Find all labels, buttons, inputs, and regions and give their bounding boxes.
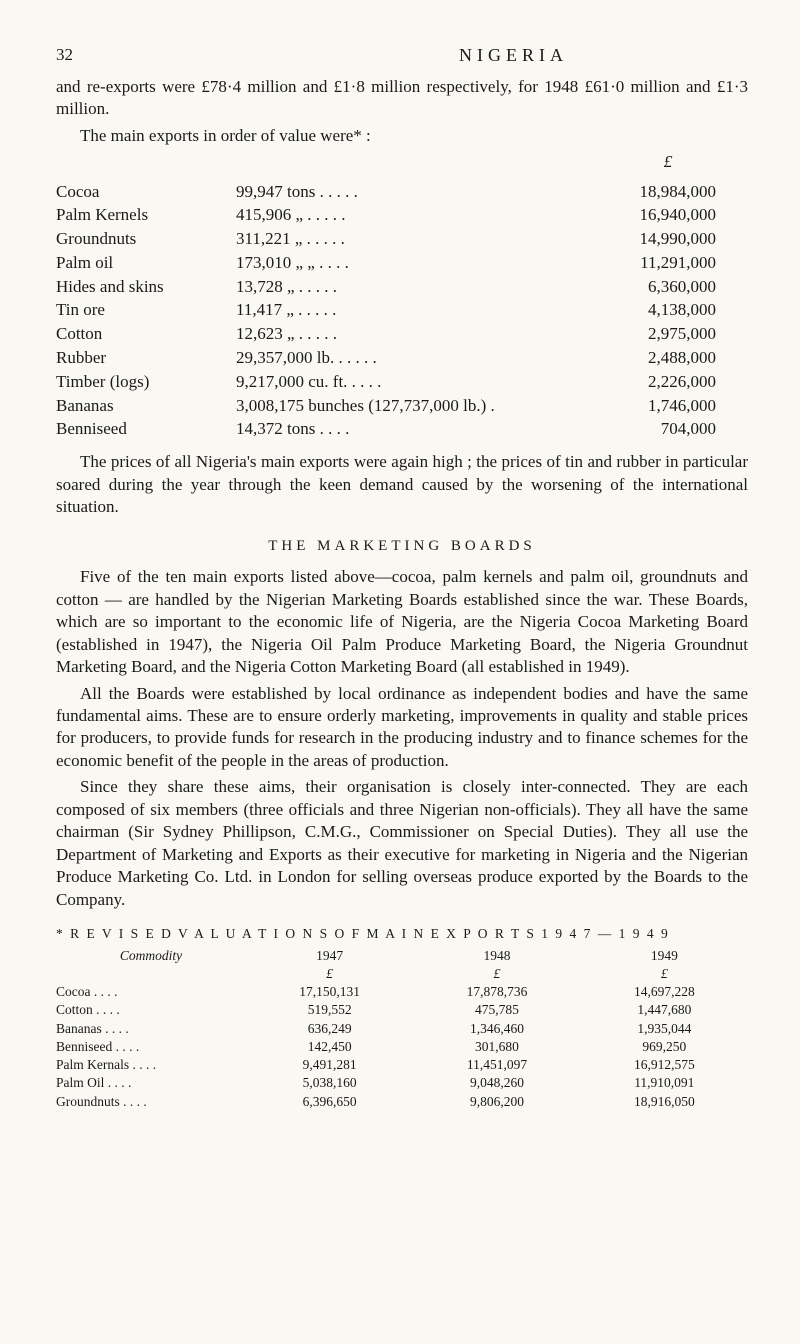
table-cell: 11,910,091 (581, 1074, 748, 1092)
table-cell: 1,447,680 (581, 1001, 748, 1019)
table-cell: 9,048,260 (413, 1074, 580, 1092)
export-row: Benniseed14,372 tons . . . .704,000 (56, 417, 748, 441)
table-cell: 11,451,097 (413, 1056, 580, 1074)
currency-header-row: £ (56, 151, 748, 173)
export-name: Palm oil (56, 251, 236, 275)
table-cell: 5,038,160 (246, 1074, 413, 1092)
table-cell: 969,250 (581, 1038, 748, 1056)
export-name: Bananas (56, 394, 236, 418)
export-value: 2,975,000 (556, 322, 716, 346)
export-name: Cotton (56, 322, 236, 346)
table-pound-symbol: £ (581, 965, 748, 983)
export-quantity: 12,623 „ . . . . . (236, 322, 556, 346)
running-title: NIGERIA (459, 44, 568, 68)
table-row-name: Groundnuts . . . . (56, 1093, 246, 1111)
export-name: Cocoa (56, 180, 236, 204)
table-year-header: 1949 (581, 947, 748, 965)
page-number: 32 (56, 44, 73, 68)
export-value: 16,940,000 (556, 203, 716, 227)
table-year-header: 1948 (413, 947, 580, 965)
page-header: 32 NIGERIA (56, 44, 748, 68)
export-value: 2,488,000 (556, 346, 716, 370)
table-row-name: Palm Kernals . . . . (56, 1056, 246, 1074)
body-paragraph: Since they share these aims, their organ… (56, 776, 748, 911)
intro-line-1: and re-exports were £78·4 million and £1… (56, 76, 748, 121)
export-quantity: 11,417 „ . . . . . (236, 298, 556, 322)
export-row: Cotton12,623 „ . . . . .2,975,000 (56, 322, 748, 346)
table-cell: 1,346,460 (413, 1020, 580, 1038)
table-row-name: Cocoa . . . . (56, 983, 246, 1001)
footnote-title: * R E V I S E D V A L U A T I O N S O F … (56, 925, 748, 943)
section-heading: THE MARKETING BOARDS (56, 537, 748, 557)
table-cell: 1,935,044 (581, 1020, 748, 1038)
table-cell: 301,680 (413, 1038, 580, 1056)
intro-line-2: The main exports in order of value were*… (56, 125, 748, 147)
export-row: Palm oil173,010 „ „ . . . .11,291,000 (56, 251, 748, 275)
table-row-name: Bananas . . . . (56, 1020, 246, 1038)
body-paragraph: Five of the ten main exports listed abov… (56, 566, 748, 678)
table-row-name: Benniseed . . . . (56, 1038, 246, 1056)
export-value: 18,984,000 (556, 180, 716, 204)
table-cell: 9,806,200 (413, 1093, 580, 1111)
table-cell: 17,878,736 (413, 983, 580, 1001)
export-row: Groundnuts311,221 „ . . . . .14,990,000 (56, 227, 748, 251)
table-pound-symbol: £ (413, 965, 580, 983)
export-name: Tin ore (56, 298, 236, 322)
export-name: Palm Kernels (56, 203, 236, 227)
table-cell: 14,697,228 (581, 983, 748, 1001)
table-cell: 519,552 (246, 1001, 413, 1019)
export-name: Benniseed (56, 417, 236, 441)
table-cell: 142,450 (246, 1038, 413, 1056)
export-row: Tin ore11,417 „ . . . . .4,138,000 (56, 298, 748, 322)
export-row: Hides and skins13,728 „ . . . . .6,360,0… (56, 275, 748, 299)
table-cell: 17,150,131 (246, 983, 413, 1001)
export-quantity: 3,008,175 bunches (127,737,000 lb.) . (236, 394, 556, 418)
table-cell: 18,916,050 (581, 1093, 748, 1111)
export-name: Groundnuts (56, 227, 236, 251)
table-commodity-header: Commodity (56, 947, 246, 965)
table-cell: 475,785 (413, 1001, 580, 1019)
body-paragraphs: Five of the ten main exports listed abov… (56, 566, 748, 911)
body-paragraph: All the Boards were established by local… (56, 683, 748, 773)
table-row-name: Palm Oil . . . . (56, 1074, 246, 1092)
export-value: 14,990,000 (556, 227, 716, 251)
export-row: Rubber29,357,000 lb. . . . . .2,488,000 (56, 346, 748, 370)
export-row: Cocoa99,947 tons . . . . .18,984,000 (56, 180, 748, 204)
export-quantity: 13,728 „ . . . . . (236, 275, 556, 299)
export-row: Palm Kernels415,906 „ . . . . .16,940,00… (56, 203, 748, 227)
exports-list: Cocoa99,947 tons . . . . .18,984,000Palm… (56, 180, 748, 442)
export-value: 6,360,000 (556, 275, 716, 299)
table-year-header: 1947 (246, 947, 413, 965)
export-value: 2,226,000 (556, 370, 716, 394)
export-name: Hides and skins (56, 275, 236, 299)
export-name: Rubber (56, 346, 236, 370)
export-value: 1,746,000 (556, 394, 716, 418)
export-quantity: 415,906 „ . . . . . (236, 203, 556, 227)
export-row: Bananas3,008,175 bunches (127,737,000 lb… (56, 394, 748, 418)
export-name: Timber (logs) (56, 370, 236, 394)
export-quantity: 9,217,000 cu. ft. . . . . (236, 370, 556, 394)
table-cell: 9,491,281 (246, 1056, 413, 1074)
table-row-name: Cotton . . . . (56, 1001, 246, 1019)
export-quantity: 311,221 „ . . . . . (236, 227, 556, 251)
export-value: 4,138,000 (556, 298, 716, 322)
export-quantity: 99,947 tons . . . . . (236, 180, 556, 204)
table-cell: 16,912,575 (581, 1056, 748, 1074)
currency-symbol: £ (588, 151, 748, 173)
export-value: 11,291,000 (556, 251, 716, 275)
export-quantity: 173,010 „ „ . . . . (236, 251, 556, 275)
export-value: 704,000 (556, 417, 716, 441)
export-row: Timber (logs)9,217,000 cu. ft. . . . .2,… (56, 370, 748, 394)
table-cell: 636,249 (246, 1020, 413, 1038)
table-cell: 6,396,650 (246, 1093, 413, 1111)
valuation-table: Commodity194719481949£££Cocoa . . . .17,… (56, 947, 748, 1111)
export-quantity: 14,372 tons . . . . (236, 417, 556, 441)
post-exports-paragraph: The prices of all Nigeria's main exports… (56, 451, 748, 518)
export-quantity: 29,357,000 lb. . . . . . (236, 346, 556, 370)
table-pound-symbol: £ (246, 965, 413, 983)
